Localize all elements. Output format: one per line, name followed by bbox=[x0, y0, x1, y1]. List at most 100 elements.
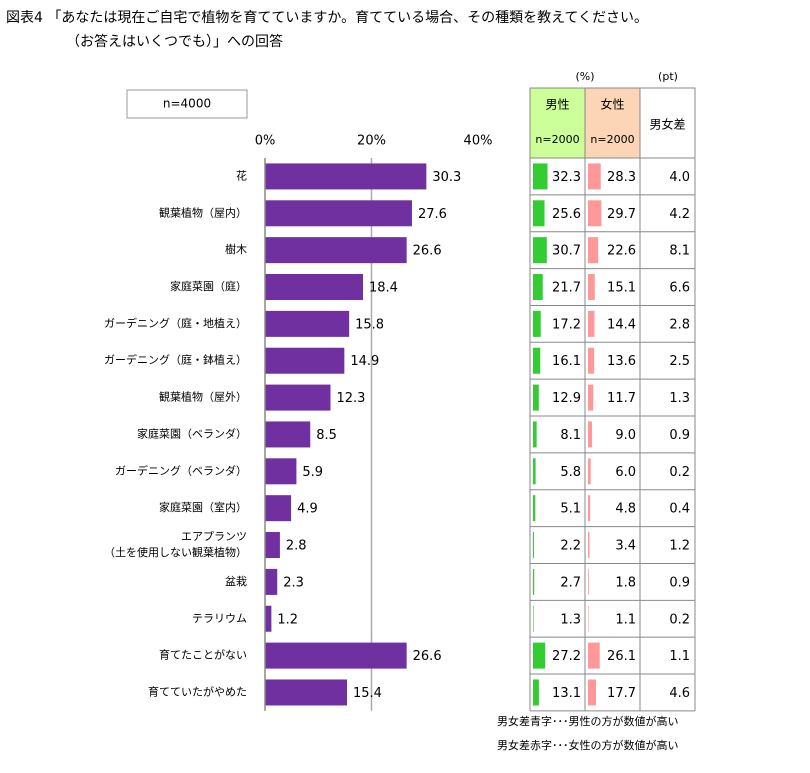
mini-bar bbox=[588, 495, 591, 522]
n-box bbox=[126, 89, 248, 119]
cell-value: 5.8 bbox=[560, 465, 581, 480]
value-label: 4.9 bbox=[297, 502, 318, 517]
mini-bar bbox=[588, 532, 590, 559]
value-label: 2.8 bbox=[286, 539, 307, 554]
header-n: n=2000 bbox=[535, 133, 579, 146]
y-tick-label: ガーデニング（庭・地植え） bbox=[104, 316, 247, 330]
cell-value: 6.0 bbox=[615, 465, 636, 480]
y-tick-label: ガーデニング（庭・鉢植え） bbox=[104, 353, 247, 367]
bar bbox=[265, 274, 363, 301]
mini-bar bbox=[533, 642, 546, 669]
value-label: 5.9 bbox=[302, 465, 323, 480]
diff-value: 0.9 bbox=[669, 428, 690, 443]
cell-value: 21.7 bbox=[552, 281, 581, 296]
y-tick-label: 観葉植物（屋内） bbox=[159, 205, 247, 219]
header-n: n=2000 bbox=[590, 133, 634, 146]
value-label: 30.3 bbox=[432, 170, 461, 185]
value-label: 12.3 bbox=[336, 391, 365, 406]
bar bbox=[265, 495, 292, 522]
bar bbox=[265, 163, 427, 190]
unit-label: (%) bbox=[575, 70, 594, 83]
cell-value: 4.8 bbox=[615, 502, 636, 517]
y-tick-label: ガーデニング（ベランダ） bbox=[115, 463, 247, 477]
value-label: 1.2 bbox=[277, 612, 298, 627]
note: 男女差青字･･･男性の方が数値が高い bbox=[497, 714, 679, 728]
value-label: 15.8 bbox=[355, 317, 384, 332]
mini-bar bbox=[588, 200, 602, 227]
cell-value: 17.7 bbox=[607, 686, 636, 701]
cell-value: 13.6 bbox=[607, 354, 636, 369]
diff-value: 2.5 bbox=[669, 354, 690, 369]
diff-value: 4.6 bbox=[669, 686, 690, 701]
header-name: 男性 bbox=[545, 98, 569, 112]
value-label: 26.6 bbox=[413, 244, 442, 259]
bar bbox=[265, 384, 331, 411]
bar bbox=[265, 200, 412, 227]
diff-value: 1.1 bbox=[669, 649, 690, 664]
cell-value: 12.9 bbox=[552, 391, 581, 406]
cell-value: 13.1 bbox=[552, 686, 581, 701]
cell-value: 27.2 bbox=[552, 649, 581, 664]
diff-value: 1.2 bbox=[669, 539, 690, 554]
value-label: 2.3 bbox=[283, 575, 304, 590]
cell-value: 1.8 bbox=[615, 575, 636, 590]
n-label: n=4000 bbox=[163, 97, 211, 111]
cell-value: 15.1 bbox=[607, 281, 636, 296]
mini-bar bbox=[533, 200, 545, 227]
value-label: 14.9 bbox=[350, 354, 379, 369]
cell-value: 30.7 bbox=[552, 244, 581, 259]
y-tick-label: 盆栽 bbox=[225, 574, 247, 588]
mini-bar bbox=[533, 384, 539, 411]
bar bbox=[265, 605, 272, 632]
cell-value: 9.0 bbox=[615, 428, 636, 443]
cell-value: 26.1 bbox=[607, 649, 636, 664]
cell-value: 3.4 bbox=[615, 539, 636, 554]
y-tick-label: 樹木 bbox=[225, 243, 247, 256]
mini-bar bbox=[588, 568, 589, 595]
mini-bar bbox=[533, 458, 536, 485]
y-tick-label: 育てていたがやめた bbox=[148, 684, 247, 698]
y-tick-label: 家庭菜園（室内） bbox=[159, 500, 247, 514]
diff-value: 1.3 bbox=[669, 391, 690, 406]
value-label: 26.6 bbox=[413, 649, 442, 664]
cell-value: 2.7 bbox=[560, 575, 581, 590]
y-tick-label: 花 bbox=[236, 169, 247, 182]
cell-value: 8.1 bbox=[560, 428, 581, 443]
diff-value: 8.1 bbox=[669, 244, 690, 259]
cell-value: 5.1 bbox=[560, 502, 581, 517]
x-tick-label: 20% bbox=[357, 134, 386, 149]
mini-bar bbox=[533, 310, 541, 337]
header-cell bbox=[529, 87, 586, 159]
y-tick-label: テラリウム bbox=[192, 612, 247, 625]
mini-bar bbox=[533, 532, 534, 559]
value-label: 8.5 bbox=[316, 428, 337, 443]
bar bbox=[265, 568, 278, 595]
diff-value: 4.0 bbox=[669, 170, 690, 185]
bar bbox=[265, 310, 350, 337]
diff-value: 0.9 bbox=[669, 575, 690, 590]
mini-bar bbox=[533, 495, 536, 522]
diff-value: 2.8 bbox=[669, 317, 690, 332]
cell-value: 1.3 bbox=[560, 612, 581, 627]
unit-label: (pt) bbox=[658, 70, 678, 83]
y-tick-label: 家庭菜園（ベランダ） bbox=[137, 426, 247, 440]
y-tick-label: 育てたことがない bbox=[159, 648, 247, 662]
cell-value: 22.6 bbox=[607, 244, 636, 259]
bar bbox=[265, 421, 311, 448]
header-name: 女性 bbox=[600, 97, 624, 112]
mini-bar bbox=[588, 163, 601, 190]
diff-value: 0.2 bbox=[669, 612, 690, 627]
note: 男女差赤字･･･女性の方が数値が高い bbox=[497, 738, 679, 752]
mini-bar bbox=[588, 458, 591, 485]
cell-value: 14.4 bbox=[607, 317, 636, 332]
cell-value: 29.7 bbox=[607, 207, 636, 222]
bar bbox=[265, 642, 407, 669]
mini-bar bbox=[588, 237, 599, 264]
cell-value: 28.3 bbox=[607, 170, 636, 185]
y-tick-label: 観葉植物（屋外） bbox=[159, 390, 247, 404]
header-cell bbox=[639, 87, 696, 159]
mini-bar bbox=[533, 421, 537, 448]
mini-bar bbox=[588, 679, 596, 706]
mini-bar bbox=[533, 605, 534, 632]
